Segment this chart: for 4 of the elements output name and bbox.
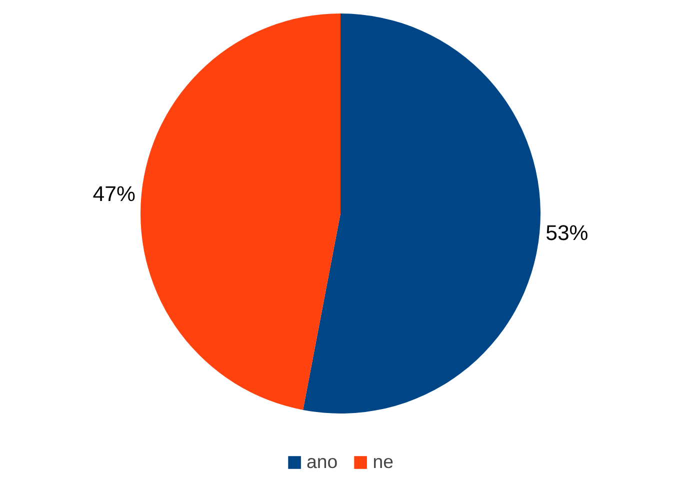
data-label: 47% — [92, 182, 136, 206]
data-label: 53% — [546, 220, 588, 245]
legend-label: ano — [306, 451, 338, 473]
legend-label: ne — [372, 451, 394, 473]
